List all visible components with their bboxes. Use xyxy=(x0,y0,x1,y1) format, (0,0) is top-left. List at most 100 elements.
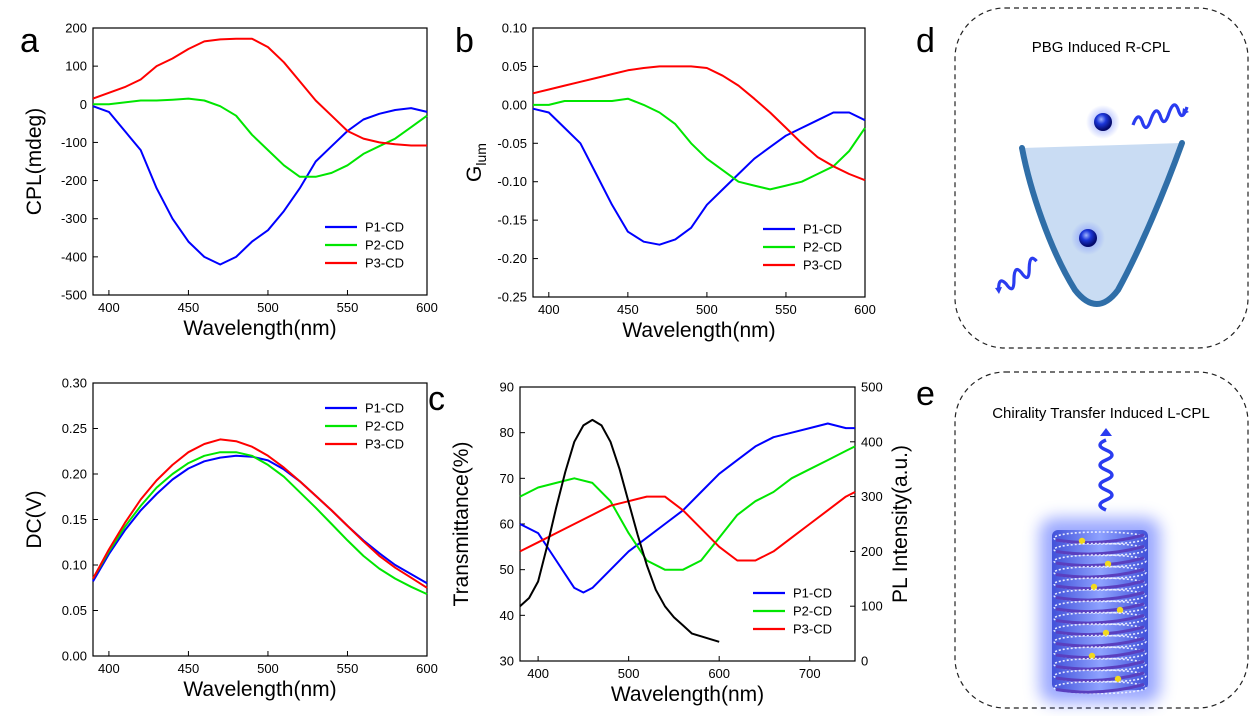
x-tick-label: 600 xyxy=(854,302,876,317)
y-tick-label: 0.30 xyxy=(62,376,87,391)
legend-label: P2-CD xyxy=(803,240,842,255)
helix-strand xyxy=(1055,545,1145,556)
y-tick-label: 0.15 xyxy=(62,512,87,527)
helix-ring xyxy=(1053,588,1147,603)
y-axis-title-subscript: lum xyxy=(473,143,489,166)
series-line-p2-cd xyxy=(519,445,856,571)
helix-strand xyxy=(1055,683,1145,694)
legend-label: P1-CD xyxy=(803,222,842,237)
x-axis-title: Wavelength(nm) xyxy=(183,317,336,340)
legend-label: P1-CD xyxy=(365,401,404,416)
plot-frame xyxy=(519,386,856,662)
legend-label: P2-CD xyxy=(365,419,404,434)
x-tick-label: 450 xyxy=(178,300,200,315)
helix-ring xyxy=(1053,623,1147,637)
x-tick-label: 400 xyxy=(527,666,549,681)
y-tick-label: -500 xyxy=(61,288,87,303)
y-tick-label: 100 xyxy=(65,59,87,74)
schematic-e: Chirality Transfer Induced L-CPL xyxy=(954,371,1249,709)
panel-label-b: b xyxy=(455,22,474,60)
y-axis-title: DC(V) xyxy=(23,490,46,548)
photon-bottom xyxy=(1079,229,1097,247)
x-axis-title: Wavelength(nm) xyxy=(622,319,775,342)
x-tick-label: 600 xyxy=(416,661,438,676)
x-tick-label: 550 xyxy=(775,302,797,317)
helix-ring xyxy=(1053,611,1147,626)
series-line-p3-cd xyxy=(532,65,866,182)
helix-dot xyxy=(1090,583,1098,591)
y-tick-label: 90 xyxy=(500,380,514,395)
y-tick-label: 0.00 xyxy=(62,649,87,664)
schematic-e-title: Chirality Transfer Induced L-CPL xyxy=(992,405,1210,422)
chart-cpl: 400 450 500 550 600 -500 -400 -300 -200 -100 0 100 2… xyxy=(23,21,438,341)
helix-ring xyxy=(1053,600,1147,614)
x-tick-label: 500 xyxy=(696,302,718,317)
plot-frame xyxy=(532,27,866,298)
y-tick-label: -200 xyxy=(61,173,87,188)
schematic-d-title: PBG Induced R-CPL xyxy=(1032,39,1170,56)
panel-label-d: d xyxy=(916,22,935,60)
y-axis-title: Glum xyxy=(463,143,489,182)
y-tick-label: -0.05 xyxy=(497,136,527,151)
y-tick-label: 80 xyxy=(500,425,514,440)
y-tick-label: 0.20 xyxy=(62,467,87,482)
x-axis-title: Wavelength(nm) xyxy=(183,678,336,701)
x-tick-label: 450 xyxy=(617,302,639,317)
helix-strand xyxy=(1055,556,1145,568)
chart-dc: 400 450 500 550 600 0.00 0.05 0.10 0.15 0.20 0.25 0… xyxy=(23,376,438,702)
helix-dot xyxy=(1088,652,1096,660)
legend-label: P3-CD xyxy=(365,437,404,452)
helix-dot xyxy=(1102,629,1110,637)
y2-tick-label: 200 xyxy=(861,544,883,559)
series-line-p1-cd xyxy=(532,107,866,246)
plot-frame xyxy=(92,27,428,296)
x-tick-label: 550 xyxy=(337,300,359,315)
helix-dot xyxy=(1116,606,1124,614)
helix-strand xyxy=(1055,671,1145,683)
helix-strand xyxy=(1055,533,1145,545)
series-line-p1-cd xyxy=(92,105,428,266)
y2-tick-label: 100 xyxy=(861,599,883,614)
y-axis-title: Transmittance(%) xyxy=(450,442,473,607)
y-tick-label: -0.25 xyxy=(497,290,527,305)
panel-label-a: a xyxy=(20,22,39,60)
x-tick-label: 450 xyxy=(178,661,200,676)
y-tick-label: 0.05 xyxy=(502,59,527,74)
schematic-e-frame xyxy=(954,371,1249,709)
x-axis-title: Wavelength(nm) xyxy=(611,683,764,706)
arrow-icon-e xyxy=(1100,428,1112,436)
y-axis-title: CPL(mdeg) xyxy=(23,108,46,215)
band-gap-curve xyxy=(1019,140,1185,307)
y-tick-label: 0.00 xyxy=(502,97,527,112)
panel-label-e: e xyxy=(916,375,935,413)
x-tick-label: 600 xyxy=(416,300,438,315)
y-tick-label: -100 xyxy=(61,135,87,150)
helix-ring xyxy=(1053,669,1147,683)
series-line-p2-cd xyxy=(93,97,428,178)
series-line-p3-cd xyxy=(92,37,427,147)
series-line-pl xyxy=(519,418,720,643)
x-tick-label: 400 xyxy=(98,661,120,676)
x-tick-label: 550 xyxy=(337,661,359,676)
legend-label: P2-CD xyxy=(365,238,404,253)
helix-ring xyxy=(1053,634,1147,649)
y-tick-label: 30 xyxy=(500,654,514,669)
y-tick-label: -0.10 xyxy=(497,174,527,189)
x-tick-label: 400 xyxy=(98,300,120,315)
legend-label: P3-CD xyxy=(793,622,832,637)
y2-axis-title: PL Intensity(a.u.) xyxy=(889,445,912,603)
helix-ring xyxy=(1053,577,1147,591)
helix-ring xyxy=(1053,646,1147,660)
helix-rings xyxy=(1053,531,1147,695)
y-tick-label: 60 xyxy=(500,517,514,532)
legend-label: P3-CD xyxy=(365,256,404,271)
y-tick-label: -400 xyxy=(61,249,87,264)
x-tick-label: 400 xyxy=(538,302,560,317)
helix-strand xyxy=(1055,625,1145,637)
schematic-d: PBG Induced R-CPL xyxy=(954,7,1249,349)
helix-strand xyxy=(1055,591,1145,602)
legend-label: P1-CD xyxy=(793,586,832,601)
helix-strand xyxy=(1055,579,1145,591)
x-tick-label: 500 xyxy=(257,661,279,676)
